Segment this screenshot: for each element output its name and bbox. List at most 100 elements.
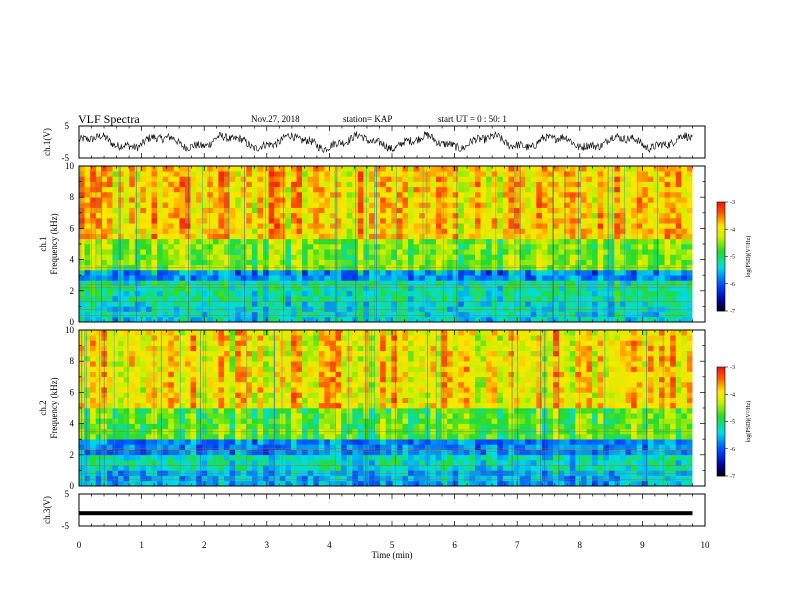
spectrogram-cell — [374, 192, 381, 198]
spectrogram-cell — [224, 207, 230, 214]
spectrogram-cell — [458, 218, 465, 224]
spectrogram-cell — [580, 228, 587, 234]
no-data-region — [692, 166, 705, 322]
spectrogram-cell — [290, 439, 297, 445]
spectrogram-cell — [279, 335, 286, 341]
spectrogram-cell — [201, 382, 208, 388]
spectrogram-cell — [145, 330, 152, 336]
spectrogram-cell — [619, 244, 626, 250]
spectrogram-cell — [212, 176, 219, 182]
spectrogram-cell — [564, 301, 571, 307]
spectrogram-cell — [670, 218, 677, 224]
spectrogram-cell — [129, 376, 136, 383]
spectrogram-cell — [514, 202, 520, 208]
spectrogram-cell — [274, 166, 281, 172]
spectrogram-cell — [402, 218, 409, 224]
spectrogram-cell — [229, 465, 236, 471]
spectrogram-cell — [329, 371, 336, 378]
spectrogram-cell — [118, 439, 124, 445]
spectrogram-cell — [112, 166, 119, 172]
spectrogram-cell — [268, 244, 275, 250]
spectrogram-cell — [430, 311, 437, 318]
spectrogram-cell — [564, 197, 571, 203]
spectrogram-cell — [558, 306, 565, 312]
spectrogram-cell — [324, 270, 331, 276]
spectrogram-cell — [636, 238, 643, 245]
spectrogram-cell — [212, 439, 219, 445]
spectrogram-cell — [212, 306, 219, 312]
spectrogram-cell — [279, 238, 286, 245]
spectrogram-cell — [229, 280, 236, 286]
spectrogram-cell — [101, 306, 108, 312]
spectrogram-cell — [229, 197, 236, 203]
spectrogram-cell — [313, 392, 320, 398]
spectrogram-cell — [536, 285, 543, 292]
spectrogram-cell — [240, 181, 247, 188]
y-tick-label: 10 — [65, 161, 75, 171]
spectrogram-cell — [123, 244, 130, 250]
spectrogram-cell — [447, 223, 453, 229]
spectrogram-cell — [653, 285, 660, 292]
spectrogram-cell — [90, 238, 97, 245]
spectrogram-cell — [279, 340, 286, 346]
spectrogram-cell — [352, 270, 359, 276]
spectrogram-cell — [235, 301, 242, 307]
spectrogram-cell — [419, 249, 426, 255]
spectrogram-cell — [268, 470, 275, 476]
spectrogram-cell — [168, 207, 175, 214]
spectrogram-cell — [558, 301, 565, 307]
spectrogram-cell — [647, 244, 654, 250]
spectrogram-cell — [90, 371, 97, 378]
spectrogram-cell — [642, 176, 649, 182]
spectrogram-cell — [84, 176, 91, 182]
spectrogram-cell — [463, 311, 470, 318]
spectrogram-cell — [246, 454, 253, 461]
spectrogram-cell — [419, 254, 426, 260]
spectrogram-cell — [369, 197, 375, 203]
spectrogram-cell — [435, 249, 442, 255]
spectrogram-cell — [95, 254, 102, 260]
spectrogram-cell — [302, 259, 308, 266]
spectrogram-cell — [134, 238, 141, 245]
spectrogram-cell — [369, 228, 375, 234]
spectrogram-cell — [357, 275, 364, 281]
spectrogram-cell — [302, 444, 308, 450]
spectrogram-cell — [157, 475, 163, 482]
spectrogram-cell — [413, 259, 420, 266]
spectrogram-cell — [296, 202, 303, 208]
spectrogram-cell — [486, 275, 493, 281]
spectrogram-cell — [296, 444, 303, 450]
spectrogram-cell — [558, 259, 565, 266]
spectrogram-cell — [670, 166, 677, 172]
spectrogram-cell — [435, 306, 442, 312]
spectrogram-cell — [212, 465, 219, 471]
spectrogram-cell — [112, 392, 119, 398]
spectrogram-cell — [458, 254, 465, 260]
spectrogram-cell — [106, 413, 113, 419]
spectrogram-cell — [95, 166, 102, 172]
spectrogram-cell — [313, 192, 320, 198]
spectrogram-cell — [118, 371, 124, 378]
spectrogram-cell — [246, 423, 253, 430]
spectrogram-cell — [224, 460, 230, 466]
spectrogram-cell — [279, 397, 286, 404]
spectrogram-cell — [603, 181, 610, 188]
spectrogram-cell — [196, 316, 202, 323]
spectrogram-cell — [424, 176, 431, 182]
spectrogram-cell — [642, 259, 649, 266]
spectrogram-cell — [251, 335, 258, 341]
spectrogram-cell — [162, 181, 169, 188]
spectrogram-cell — [229, 330, 236, 336]
spectrogram-cell — [329, 197, 336, 203]
spectrogram-cell — [553, 275, 559, 281]
spectrogram-cell — [341, 202, 347, 208]
spectrogram-cell — [118, 166, 124, 172]
spectrogram-cell — [101, 207, 108, 214]
spectrogram-cell — [625, 223, 632, 229]
spectrogram-cell — [558, 176, 565, 182]
spectrogram-cell — [324, 475, 331, 482]
spectrogram-cell — [268, 413, 275, 419]
spectrogram-cell — [514, 275, 520, 281]
spectrogram-cell — [447, 192, 453, 198]
spectrogram-cell — [402, 223, 409, 229]
